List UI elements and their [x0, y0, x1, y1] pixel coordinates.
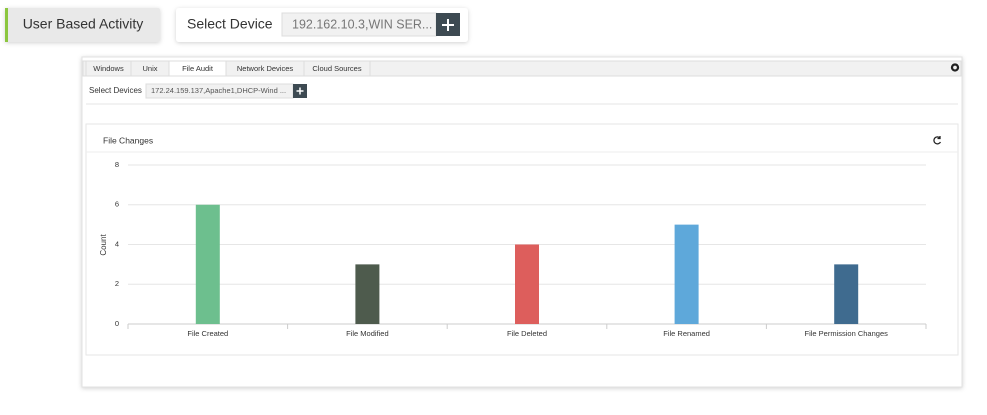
plus-icon	[442, 19, 454, 31]
y-tick-label: 6	[115, 200, 119, 209]
refresh-icon[interactable]	[933, 136, 942, 145]
bar	[195, 204, 220, 324]
y-tick-label: 2	[115, 279, 119, 288]
bar	[834, 264, 859, 324]
bar	[515, 244, 539, 324]
chart-title: File Changes	[103, 135, 153, 145]
x-tick-label: File Created	[187, 329, 228, 338]
tab-label: Cloud Sources	[312, 64, 361, 73]
x-tick-label: File Deleted	[507, 329, 547, 338]
button-accent	[5, 8, 8, 42]
device-value: 192.162.10.3,WIN SER...	[292, 17, 432, 31]
filter-value: 172.24.159.137,Apache1,DHCP-Wind ...	[151, 86, 286, 95]
y-axis-label: Count	[99, 234, 108, 256]
x-tick-label: File Permission Changes	[805, 329, 889, 338]
tab-label: File Audit	[182, 64, 214, 73]
tab-label: Network Devices	[237, 64, 294, 73]
y-tick-label: 4	[115, 239, 119, 248]
y-tick-label: 8	[115, 160, 119, 169]
filter-label: Select Devices	[89, 86, 142, 95]
tab-label: Windows	[93, 64, 124, 73]
plus-icon	[296, 87, 304, 95]
bar	[355, 264, 380, 324]
tab[interactable]	[303, 60, 371, 77]
activity-button[interactable]	[5, 8, 160, 42]
tab-label: Unix	[142, 64, 157, 73]
y-tick-label: 0	[115, 319, 119, 328]
device-label: Select Device	[187, 16, 273, 32]
button-label: User Based Activity	[23, 16, 144, 32]
x-tick-label: File Modified	[346, 329, 389, 338]
bar	[674, 224, 699, 324]
settings-icon[interactable]	[950, 63, 960, 72]
x-tick-label: File Renamed	[663, 329, 710, 338]
